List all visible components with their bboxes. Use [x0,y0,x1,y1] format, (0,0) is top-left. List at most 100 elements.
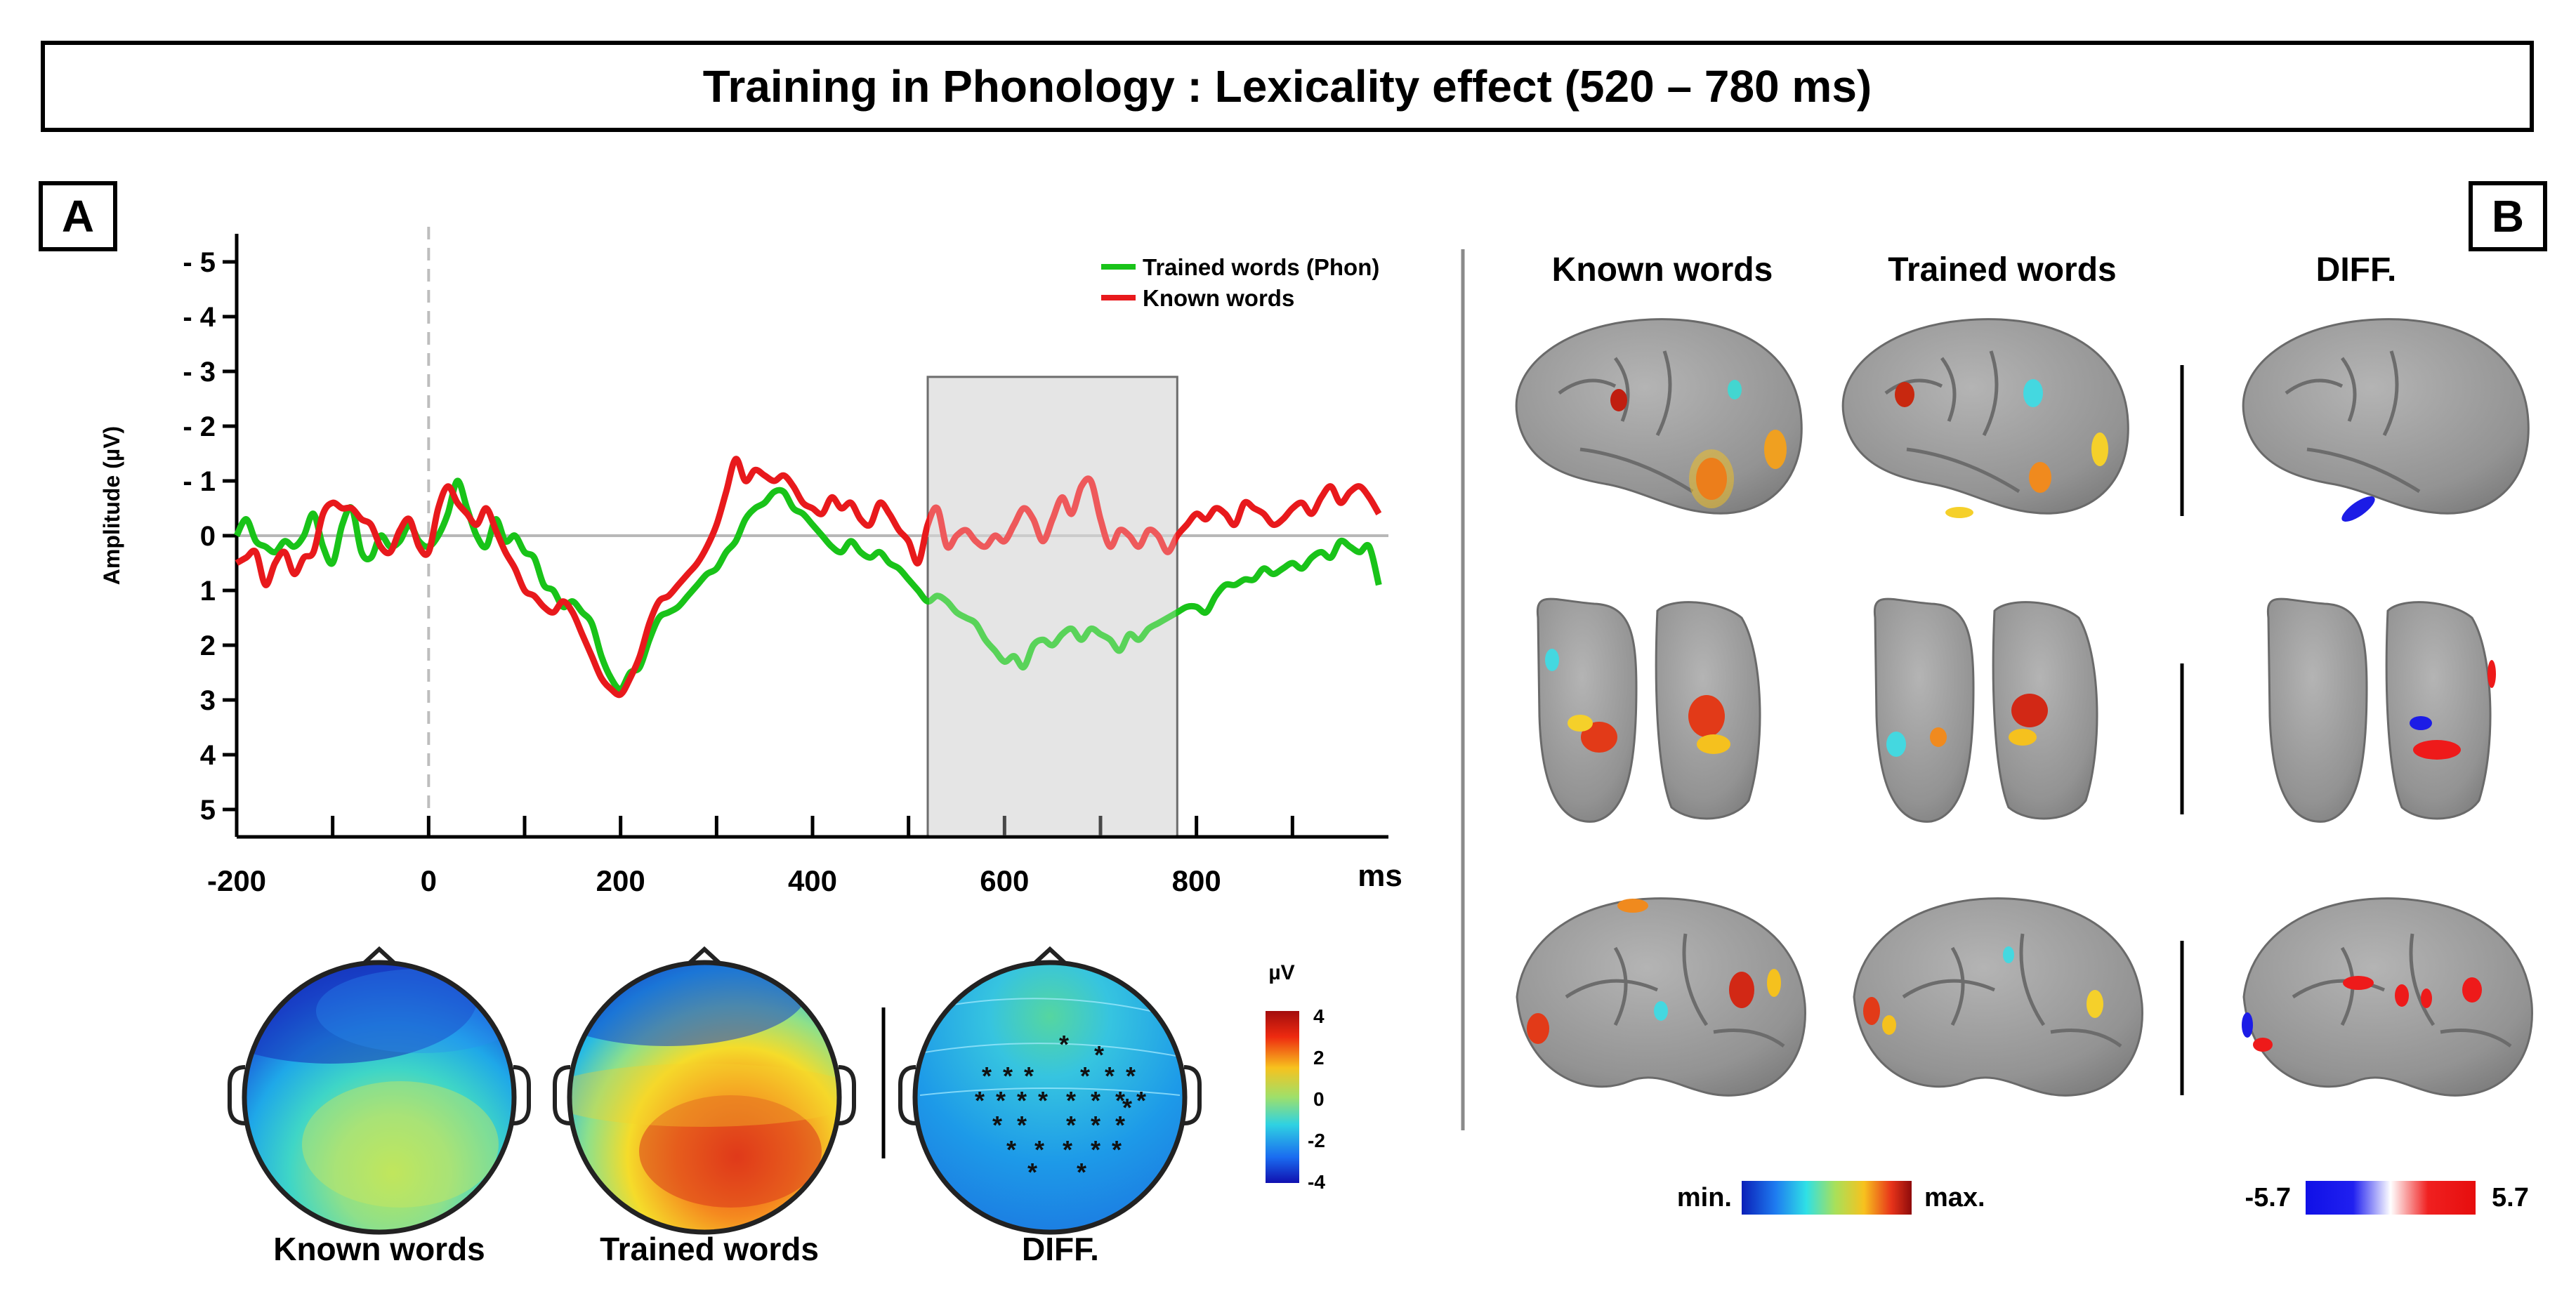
significance-star: * [1017,1111,1027,1139]
diff-scale-bar [2306,1181,2476,1215]
brain-trained-lateral [1841,318,2129,518]
brain-known-lateral [1515,318,1803,515]
significance-star: * [1066,1086,1076,1115]
diff-scale-max: 5.7 [2492,1183,2529,1212]
significance-star: * [982,1062,992,1090]
significance-star: * [1136,1086,1146,1115]
significance-star: * [1024,1062,1034,1090]
brain-panel: Known words Trained words DIFF. [1515,251,2533,1215]
activation-scale-bar [1742,1181,1912,1215]
panel-a-label: A [39,181,117,251]
x-tick-label: 400 [788,864,837,897]
significance-star: * [1063,1135,1072,1164]
scale-max-label: max. [1924,1183,1985,1212]
significance-star: * [1066,1111,1076,1139]
y-axis-label: Amplitude (µV) [99,426,124,585]
significance-star: * [1059,1030,1069,1059]
colorbar-tick: -4 [1308,1171,1325,1193]
significance-star: * [992,1111,1002,1139]
diff-scale-min: -5.7 [2245,1183,2291,1212]
significance-star: * [1038,1086,1048,1115]
significance-star: * [975,1086,985,1115]
legend-label-known: Known words [1143,285,1294,311]
topomap-label-diff: DIFF. [1022,1231,1099,1267]
y-tick-label: 3 [200,685,216,716]
brain-trained-medial [1853,897,2143,1097]
series-layer [233,378,1382,835]
highlight-veil [929,378,1176,835]
topomap-trained [553,946,856,1235]
y-tick-label: 5 [200,795,216,826]
scale-min-label: min. [1677,1183,1732,1212]
significance-star: * [1126,1062,1136,1090]
colorbar-tick: -2 [1308,1130,1325,1151]
brain-trained-frontal [1873,597,2098,823]
ear-right-icon [513,1065,531,1125]
x-tick-label: 800 [1172,864,1221,897]
series-line-known [235,456,1382,699]
nose-icon [685,946,724,967]
significance-star: * [1115,1086,1125,1115]
y-tick-label: 1 [200,576,216,607]
series-line-trained [233,477,1382,692]
brain-known-medial [1516,897,1806,1097]
ear-left-icon [228,1065,246,1125]
colorbar-tick: 2 [1313,1047,1325,1069]
panel-b-label: B [2469,181,2547,251]
x-tick-label: 600 [980,864,1029,897]
significance-star: * [1003,1062,1013,1090]
topomap-known [228,946,531,1235]
significance-star: * [1027,1158,1037,1186]
significant-electrodes: * ** * * * * ** * * * * * * ** * * * *** * * * ** * [975,1030,1146,1186]
y-tick-label: - 4 [183,302,216,333]
ear-left-icon [553,1065,571,1125]
x-tick-label: 200 [596,864,645,897]
ear-left-icon [898,1065,916,1125]
x-tick-label: -200 [207,864,266,897]
topomap-diff: * ** * * * * ** * * * * * * ** * * * *** * * * ** * [898,946,1202,1235]
significance-star: * [1122,1093,1132,1122]
brain-header-diff: DIFF. [2316,251,2397,289]
brain-diff-medial [2242,897,2533,1097]
ear-right-icon [1183,1065,1202,1125]
y-tick-label: - 1 [183,466,216,497]
significance-star: * [1006,1135,1016,1164]
x-ticks: -200 0 200 400 600 800 [207,816,1294,897]
topomap-label-trained: Trained words [600,1231,819,1267]
significance-star: * [1080,1062,1090,1090]
significance-star: * [1091,1086,1100,1115]
y-ticks: - 5 - 4 - 3 - 2 - 1 0 1 2 3 4 5 [183,247,237,826]
brain-known-frontal [1536,597,1761,823]
y-tick-label: 4 [200,740,216,771]
analysis-window-highlight [926,376,1178,838]
significance-star: * [1112,1135,1122,1164]
y-tick-label: 2 [200,630,216,661]
colorbar-tick: 0 [1313,1088,1325,1110]
brain-header-known: Known words [1552,251,1773,289]
significance-star: * [1105,1062,1115,1090]
nose-icon [1030,946,1070,967]
colorbar-title: µV [1268,961,1294,984]
significance-star: * [1091,1111,1100,1139]
nose-icon [360,946,399,967]
brain-diff-frontal [2266,597,2496,823]
figure-title: Training in Phonology : Lexicality effec… [41,41,2534,132]
topomap-label-known: Known words [273,1231,485,1267]
brain-header-trained: Trained words [1888,251,2116,289]
significance-star: * [996,1086,1006,1115]
topomaps: * ** * * * * ** * * * * * * ** * * * *** * * * ** * Known word… [228,946,1325,1267]
x-tick-label: 0 [421,864,437,897]
significance-star: * [1094,1040,1104,1069]
legend-label-trained: Trained words (Phon) [1143,254,1379,280]
y-tick-label: - 5 [183,247,216,278]
significance-star: * [1077,1158,1086,1186]
significance-star: * [1034,1135,1044,1164]
y-tick-label: - 3 [183,357,216,388]
significance-star: * [1017,1086,1027,1115]
brain-diff-lateral [2242,318,2530,522]
x-axis-label: ms [1358,859,1402,893]
ear-right-icon [838,1065,856,1125]
colorbar-tick: 4 [1313,1005,1325,1027]
